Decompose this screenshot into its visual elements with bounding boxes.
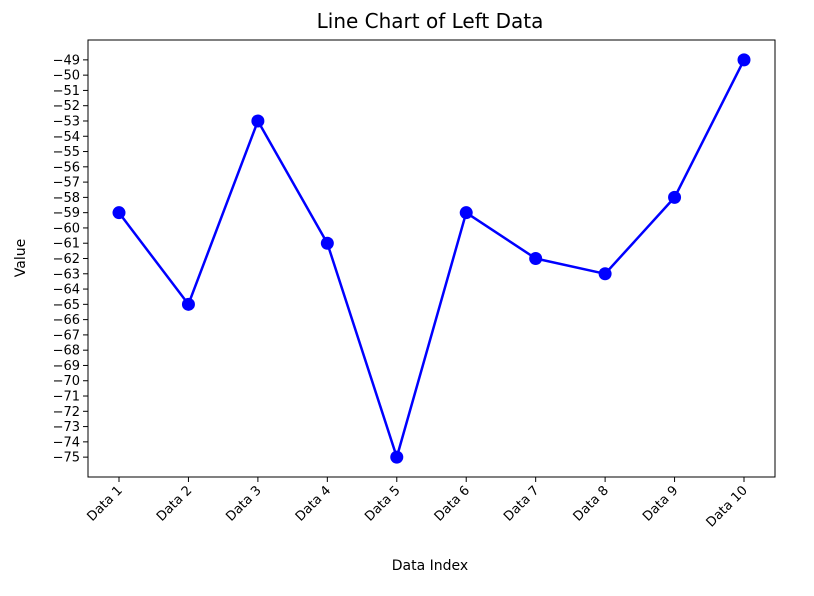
y-tick-label: −56 [53, 160, 80, 175]
data-points [112, 53, 751, 464]
x-tick-label: Data 7 [501, 483, 542, 524]
y-tick-label: −64 [53, 283, 80, 298]
y-tick-label: −57 [53, 176, 80, 191]
y-tick-label: −75 [53, 451, 80, 466]
y-tick-label: −63 [53, 267, 80, 282]
y-tick-label: −51 [53, 84, 80, 99]
y-tick-label: −58 [53, 191, 80, 206]
y-tick-label: −49 [53, 53, 80, 68]
data-point [181, 297, 195, 311]
y-tick-label: −52 [53, 99, 80, 114]
y-tick-label: −66 [53, 313, 80, 328]
data-point [320, 236, 334, 250]
y-tick-label: −50 [53, 69, 80, 84]
y-tick-label: −69 [53, 359, 80, 374]
y-tick-label: −60 [53, 221, 80, 236]
data-point [529, 252, 543, 265]
y-tick-label: −67 [53, 328, 80, 343]
y-axis: −75−74−73−72−71−70−69−68−67−66−65−64−63−… [53, 53, 88, 466]
x-tick-label: Data 4 [293, 483, 334, 524]
y-tick-label: −74 [53, 435, 80, 450]
plot-frame [87, 39, 776, 478]
data-point [459, 206, 473, 220]
x-tick-label: Data 1 [84, 483, 125, 524]
x-tick-label: Data 6 [432, 483, 473, 524]
y-tick-label: −72 [53, 405, 80, 420]
x-axis-label: Data Index [392, 558, 468, 574]
y-axis-label: Value [13, 239, 29, 277]
series-line [118, 59, 746, 459]
data-point [598, 267, 612, 281]
y-tick-label: −71 [53, 390, 80, 405]
x-tick-label: Data 3 [223, 483, 264, 524]
x-tick-label: Data 5 [362, 483, 403, 524]
y-tick-label: −54 [53, 130, 80, 145]
data-point [112, 206, 126, 220]
x-axis: Data 1 Data 2 Data 3 Data 4 Data 5 Data 6 Data… [84, 477, 751, 530]
x-tick-label: Data 8 [571, 483, 612, 524]
y-tick-label: −73 [53, 420, 80, 435]
y-tick-label: −70 [53, 374, 80, 389]
y-tick-label: −59 [53, 206, 80, 221]
y-tick-label: −61 [53, 237, 80, 252]
y-tick-label: −65 [53, 298, 80, 313]
x-tick-label: Data 9 [640, 483, 681, 524]
data-point [668, 190, 682, 204]
y-tick-label: −55 [53, 145, 80, 160]
y-tick-label: −62 [53, 252, 80, 267]
y-tick-label: −53 [53, 114, 80, 129]
data-point [390, 450, 404, 464]
data-point [737, 53, 751, 67]
y-tick-label: −68 [53, 344, 80, 359]
x-tick-label: Data 10 [704, 483, 751, 530]
chart-title: Line Chart of Left Data [317, 9, 544, 33]
data-point [251, 114, 265, 128]
x-tick-label: Data 2 [154, 483, 195, 524]
plot-area: −75−74−73−72−71−70−69−68−67−66−65−64−63−… [53, 39, 776, 530]
